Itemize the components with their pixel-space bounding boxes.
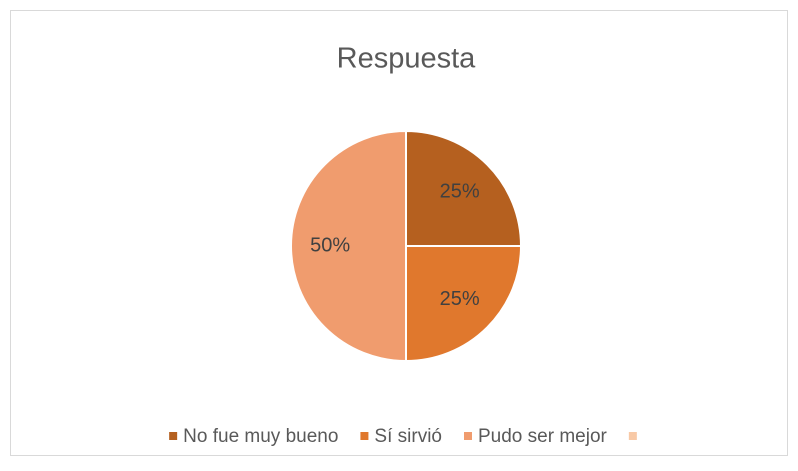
legend-label: No fue muy bueno xyxy=(183,426,338,447)
data-label: 25% xyxy=(440,181,480,203)
pie-slice xyxy=(405,245,523,363)
data-label: 25% xyxy=(440,288,480,310)
legend-swatch xyxy=(169,432,178,440)
legend-swatch xyxy=(464,432,472,440)
legend-swatch xyxy=(360,432,369,440)
legend-label: Sí sirvió xyxy=(374,426,442,447)
pie-slice xyxy=(290,129,407,363)
legend-label: Pudo ser mejor xyxy=(478,426,608,447)
legend: No fue muy bueno Sí sirvió Pudo ser mejor xyxy=(169,426,637,447)
data-label: 50% xyxy=(310,234,350,256)
legend-swatch xyxy=(628,432,637,440)
pie-slice xyxy=(405,129,523,247)
chart-title: Respuesta xyxy=(337,43,477,75)
